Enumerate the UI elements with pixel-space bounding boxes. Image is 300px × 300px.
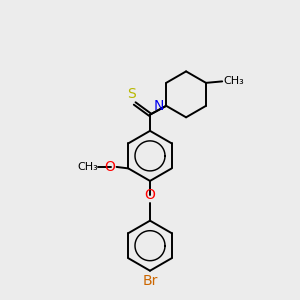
Text: Br: Br xyxy=(142,274,158,288)
Text: S: S xyxy=(128,87,136,101)
Text: CH₃: CH₃ xyxy=(77,162,98,172)
Text: O: O xyxy=(104,160,116,174)
Text: N: N xyxy=(154,99,164,113)
Text: O: O xyxy=(145,188,155,202)
Text: CH₃: CH₃ xyxy=(223,76,244,86)
